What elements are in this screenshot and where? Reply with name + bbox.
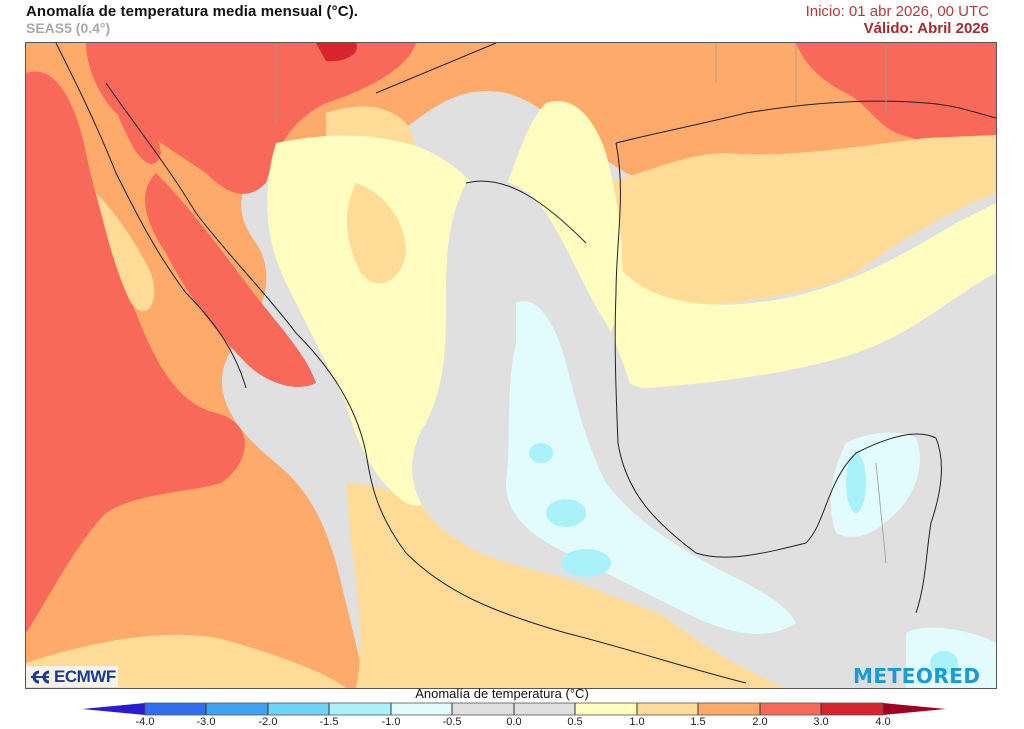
init-time: Inicio: 01 abr 2026, 00 UTC bbox=[805, 3, 989, 20]
colorbar-label: 1.5 bbox=[690, 716, 706, 728]
colorbar-label: 3.0 bbox=[813, 716, 829, 728]
colorbar-label: 2.0 bbox=[752, 716, 768, 728]
colorbar-label: -2.0 bbox=[258, 716, 278, 728]
colorbar-label: 4.0 bbox=[875, 716, 891, 728]
ecmwf-logo-icon bbox=[31, 670, 50, 683]
ecmwf-logo-text: ECMWF bbox=[54, 666, 116, 686]
colorbar-label: -0.5 bbox=[442, 716, 462, 728]
map-canvas bbox=[26, 43, 996, 688]
colorbar-labels: -4.0 -3.0 -2.0 -1.5 -1.0 -0.5 0.0 0.5 1.… bbox=[0, 716, 1024, 729]
model-label: SEAS5 (0.4°) bbox=[26, 20, 111, 36]
map-title: Anomalía de temperatura media mensual (°… bbox=[26, 3, 359, 20]
colorbar-label: -1.0 bbox=[381, 716, 401, 728]
colorbar-label: -3.0 bbox=[196, 716, 216, 728]
colorbar-label: -1.5 bbox=[319, 716, 339, 728]
colorbar-title-text: Anomalía de temperatura (°C) bbox=[415, 686, 589, 701]
colorbar-label: 0.0 bbox=[506, 716, 522, 728]
valid-period: Válido: Abril 2026 bbox=[863, 20, 989, 37]
ecmwf-logo: ECMWF bbox=[26, 666, 118, 687]
colorbar-label: 0.5 bbox=[567, 716, 583, 728]
colorbar-label: -4.0 bbox=[135, 716, 155, 728]
colorbar-label: 1.0 bbox=[629, 716, 645, 728]
anomaly-map bbox=[25, 42, 997, 689]
meteored-logo: METEORED bbox=[853, 664, 981, 688]
colorbar bbox=[82, 702, 946, 716]
colorbar-title: Anomalía de temperatura (°C) bbox=[0, 686, 1024, 701]
